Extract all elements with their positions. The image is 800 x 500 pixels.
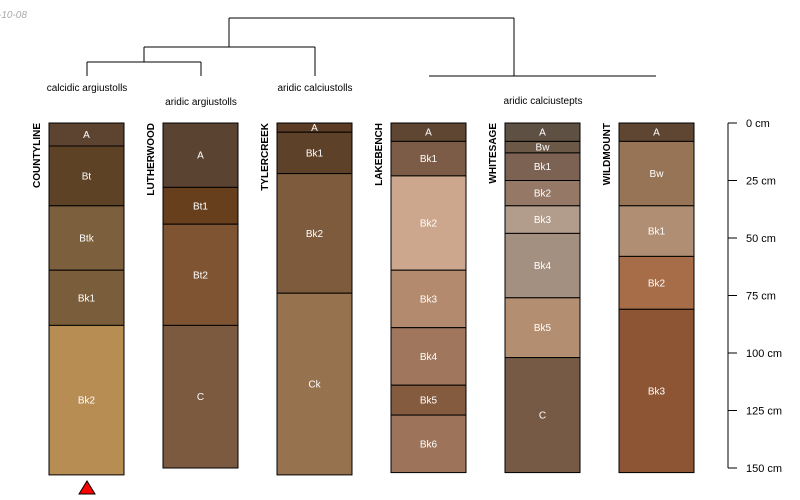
horizon-label: Bk1 (306, 148, 324, 159)
horizon-lakebench-bk2 (390, 175, 467, 271)
horizon-label: A (197, 151, 204, 162)
horizon-label: A (425, 128, 432, 139)
horizon-label: A (83, 130, 90, 141)
horizon-label: Bk1 (78, 293, 96, 304)
horizon-whitesage-bk2 (504, 180, 581, 207)
profile-name-countyline: COUNTYLINE (32, 123, 43, 188)
horizon-tylercreek-ck (276, 292, 353, 476)
taxonomy-label-calcidic-argiustolls: calcidic argiustolls (47, 83, 128, 94)
taxonomy-label-aridic-argiustolls: aridic argiustolls (165, 97, 237, 108)
taxonomy-label-aridic-calciustolls: aridic calciustolls (277, 83, 352, 94)
depth-tick-label: 75 cm (746, 291, 776, 303)
horizon-label: Bw (536, 143, 551, 154)
horizon-label: Bk3 (420, 294, 438, 305)
taxonomy-label-aridic-calciustepts: aridic calciustepts (504, 96, 583, 107)
profile-name-tylercreek: TYLERCREEK (260, 122, 271, 191)
horizon-wildmount-bk3 (618, 308, 695, 474)
horizon-lakebench-bk4 (390, 327, 467, 386)
horizon-lutherwood-bt2 (162, 223, 239, 326)
depth-tick-label: 150 cm (746, 463, 782, 475)
horizon-label: Bk3 (648, 386, 666, 397)
horizon-label: Bk2 (78, 396, 96, 407)
horizon-label: Bk5 (534, 323, 552, 334)
horizon-label: Bk4 (420, 352, 438, 363)
profile-lakebench: A Bk1 Bk2 Bk3 Bk4 Bk5 Bk6 LAKEBENCH (374, 122, 467, 474)
horizon-whitesage-bk4 (504, 232, 581, 299)
red-triangle-marker (78, 480, 96, 495)
profile-tylercreek: A Bk1 Bk2 Ck TYLERCREEK (260, 122, 353, 476)
horizon-label: Bt2 (193, 270, 208, 281)
profile-name-wildmount: WILDMOUNT (602, 123, 613, 185)
horizon-countyline-bk1 (48, 269, 125, 326)
horizon-label: Bk1 (420, 154, 438, 165)
soil-profiles: A Bt Btk Bk1 Bk2 COUNTYLINE A Bt1 Bt2 C LUTHERWOOD… (32, 122, 695, 476)
horizon-lakebench-bk5 (390, 384, 467, 416)
horizon-tylercreek-bk1 (276, 131, 353, 175)
horizon-label: A (653, 128, 660, 139)
horizon-label: Bw (650, 169, 665, 180)
profile-name-lutherwood: LUTHERWOOD (146, 123, 157, 196)
horizon-label: Bk1 (534, 162, 552, 173)
horizon-label: Bk4 (534, 261, 552, 272)
horizon-label: Btk (79, 234, 94, 245)
horizon-label: C (539, 411, 546, 422)
taxonomy-labels: calcidic argiustolls aridic argiustolls ar… (47, 83, 583, 108)
depth-tick-label: 100 cm (746, 348, 782, 360)
dendrogram (86, 17, 656, 77)
horizon-whitesage-bk5 (504, 297, 581, 359)
horizon-lakebench-bk1 (390, 140, 467, 177)
horizon-wildmount-bw (618, 140, 695, 207)
horizon-label: A (311, 123, 318, 134)
horizon-label: Bk2 (534, 189, 552, 200)
profile-whitesage: A Bw Bk1 Bk2 Bk3 Bk4 Bk5 C WHITESAGE (488, 122, 581, 474)
horizon-label: Bk2 (648, 278, 666, 289)
horizon-lakebench-bk3 (390, 269, 467, 329)
depth-tick-label: 25 cm (746, 176, 776, 188)
horizon-wildmount-bk2 (618, 255, 695, 310)
horizon-countyline-bk2 (48, 324, 125, 476)
horizon-whitesage-c (504, 357, 581, 474)
horizon-lutherwood-a (162, 122, 239, 188)
depth-tick-label: 125 cm (746, 406, 782, 418)
horizon-label: Bk2 (420, 219, 438, 230)
horizon-label: A (539, 128, 546, 139)
date-label: -10-08 (0, 10, 27, 21)
profile-name-whitesage: WHITESAGE (488, 123, 499, 184)
horizon-label: C (197, 392, 204, 403)
horizon-label: Bk1 (648, 227, 666, 238)
depth-tick-label: 50 cm (746, 233, 776, 245)
horizon-lutherwood-c (162, 324, 239, 469)
horizon-lakebench-bk6 (390, 414, 467, 474)
horizon-label: Bt1 (193, 201, 208, 212)
horizon-tylercreek-bk2 (276, 173, 353, 294)
profile-wildmount: A Bw Bk1 Bk2 Bk3 WILDMOUNT (602, 122, 695, 474)
depth-tick-label: 0 cm (746, 118, 770, 130)
horizon-label: Bk2 (306, 229, 324, 240)
horizon-label: Bt (82, 171, 92, 182)
profile-name-lakebench: LAKEBENCH (374, 123, 385, 186)
horizon-label: Bk5 (420, 396, 438, 407)
horizon-label: Bk3 (534, 215, 552, 226)
profile-lutherwood: A Bt1 Bt2 C LUTHERWOOD (146, 122, 239, 469)
horizon-whitesage-bk3 (504, 205, 581, 234)
depth-axis: 0 cm 25 cm 50 cm 75 cm 100 cm 125 cm 150 cm (727, 118, 782, 475)
profile-countyline: A Bt Btk Bk1 Bk2 COUNTYLINE (32, 122, 125, 476)
horizon-label: Ck (308, 380, 321, 391)
horizon-label: Bk6 (420, 439, 438, 450)
horizon-countyline-bt (48, 145, 125, 207)
